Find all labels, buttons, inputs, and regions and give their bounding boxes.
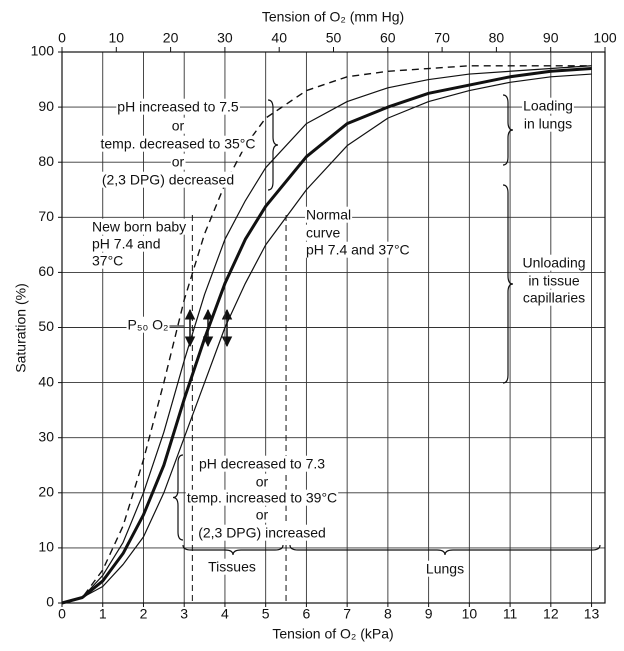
annotation: capillaries — [523, 290, 585, 306]
annotation-bg — [126, 316, 170, 333]
annotation: or — [172, 154, 185, 170]
annotation: (2,3 DPG) increased — [198, 525, 326, 541]
annotation: pH decreased to 7.3 — [199, 456, 325, 472]
annotation: Tissues — [208, 559, 256, 575]
annotation-bg — [185, 489, 339, 506]
x2-tick-label: 10 — [109, 30, 125, 46]
annotation-bg — [254, 473, 270, 490]
x-tick-label: 10 — [462, 606, 478, 622]
annotation-bg — [522, 97, 574, 114]
x2-tick-label: 100 — [593, 30, 617, 46]
x2-tick-label: 30 — [217, 30, 233, 46]
plot-frame — [61, 51, 606, 604]
annotation: 37°C — [92, 253, 123, 269]
brace — [502, 94, 514, 166]
annotation-bg — [521, 289, 587, 306]
annotation: temp. decreased to 35°C — [100, 136, 255, 152]
y-tick-label: 50 — [38, 318, 54, 334]
brace — [502, 184, 514, 384]
annotation-bg — [91, 218, 188, 235]
annotation: or — [172, 118, 185, 134]
x-tick-label: 4 — [221, 606, 229, 622]
annotation-bg — [170, 117, 186, 134]
annotation-bg — [197, 455, 327, 472]
annotation: Loading — [523, 98, 573, 114]
x2-tick-label: 20 — [163, 30, 179, 46]
x-tick-label: 3 — [180, 606, 188, 622]
x-tick-label: 1 — [99, 606, 107, 622]
brace — [289, 544, 601, 556]
x-tick-label: 8 — [384, 606, 392, 622]
annotation: Unloading — [522, 255, 585, 271]
x-tick-label: 12 — [543, 606, 559, 622]
x2-tick-label: 80 — [489, 30, 505, 46]
annotation-bg — [99, 135, 257, 152]
annotation-bg — [254, 506, 270, 523]
x-tick-label: 13 — [584, 606, 600, 622]
brace — [182, 544, 284, 556]
annotation: (2,3 DPG) decreased — [102, 172, 234, 188]
annotation: in tissue — [528, 273, 580, 289]
annotation-bg — [305, 241, 411, 258]
x2-tick-label: 60 — [380, 30, 396, 46]
annotation-bg — [100, 171, 236, 188]
annotation-bg — [522, 115, 574, 132]
annotation: temp. increased to 39°C — [187, 490, 337, 506]
y-tick-label: 0 — [46, 594, 54, 610]
annotation: pH 7.4 and — [92, 236, 161, 252]
y-tick-label: 60 — [38, 263, 54, 279]
y-tick-label: 10 — [38, 539, 54, 555]
annotation-bg — [527, 272, 581, 289]
x2-tick-label: 90 — [543, 30, 559, 46]
annotation-bg — [424, 560, 466, 577]
y-tick-label: 90 — [38, 98, 54, 114]
annotation-bg — [305, 224, 342, 241]
annotation: curve — [306, 225, 340, 241]
annotation-bg — [521, 254, 587, 271]
x-tick-label: 0 — [58, 606, 66, 622]
x-tick-label: 7 — [343, 606, 351, 622]
y-tick-label: 40 — [38, 373, 54, 389]
x2-tick-label: 40 — [271, 30, 287, 46]
annotation-bg — [197, 524, 327, 541]
annotation: or — [256, 474, 269, 490]
y-tick-label: 20 — [38, 484, 54, 500]
x2-tick-label: 0 — [58, 30, 66, 46]
y-tick-label: 100 — [31, 43, 55, 59]
annotation: pH 7.4 and 37°C — [306, 242, 410, 258]
y-tick-label: 70 — [38, 208, 54, 224]
annotation-bg — [207, 558, 257, 575]
annotation: in lungs — [524, 116, 572, 132]
y-tick-label: 80 — [38, 153, 54, 169]
x-tick-label: 2 — [140, 606, 148, 622]
y-tick-label: 30 — [38, 428, 54, 444]
x2-tick-label: 50 — [326, 30, 342, 46]
y-axis-label: Saturation (%) — [13, 283, 29, 372]
x-tick-label: 9 — [425, 606, 433, 622]
brace — [172, 454, 184, 541]
annotation-bg — [116, 98, 240, 115]
annotation: P₅₀ O₂ — [127, 317, 168, 333]
annotation: or — [256, 507, 269, 523]
x-tick-label: 5 — [262, 606, 270, 622]
curve — [61, 65, 592, 604]
annotation-bg — [91, 252, 125, 269]
x-tick-label: 11 — [503, 606, 518, 622]
brace — [267, 99, 279, 191]
annotation: Normal — [306, 207, 351, 223]
curve — [61, 67, 592, 605]
x-tick-label: 6 — [303, 606, 311, 622]
annotation: New born baby — [92, 219, 186, 235]
annotation: pH increased to 7.5 — [117, 99, 239, 115]
curve — [61, 73, 592, 604]
annotation: Lungs — [426, 561, 464, 577]
annotation-bg — [170, 153, 186, 170]
annotation-bg — [91, 235, 162, 252]
x2-tick-label: 70 — [434, 30, 450, 46]
x2-axis-label: Tension of O₂ (mm Hg) — [262, 9, 404, 25]
annotation-bg — [305, 206, 353, 223]
x-axis-label: Tension of O₂ (kPa) — [272, 626, 393, 642]
